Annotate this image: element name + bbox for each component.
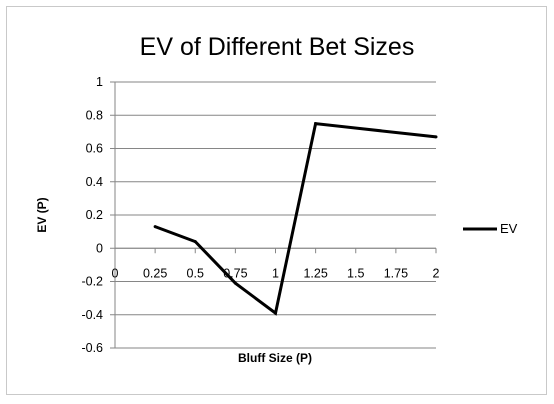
y-tick-label-0: 1 [96,75,103,89]
y-axis-title: EV (P) [35,197,49,232]
x-tick-label-4: 1 [272,266,279,280]
y-tick-label-6: -0.2 [81,275,103,289]
series-line-ev [154,121,437,316]
data-point-0-4 [314,122,318,126]
series-group [153,121,438,316]
y-tick-label-4: 0.2 [86,208,103,222]
x-tick-label-2: 0.5 [187,266,204,280]
data-point-0-2 [233,281,237,285]
chart-title: EV of Different Bet Sizes [140,33,415,61]
x-tick-label-8: 2 [433,266,440,280]
y-tick-label-1: 0.8 [86,108,103,122]
x-tick-label-1: 0.25 [143,266,167,280]
y-tick-label-5: 0 [96,241,103,255]
x-tick-label-6: 1.5 [347,266,364,280]
y-tick-label-2: 0.6 [86,142,103,156]
data-point-0-5 [434,135,438,139]
y-tick-label-8: -0.6 [81,341,103,355]
y-tick-label-3: 0.4 [86,175,103,189]
y-axis-ticks: 1 0.8 0.6 0.4 0.2 0 -0.2 -0.4 -0.6 [81,75,115,355]
x-tick-label-0: 0 [112,266,119,280]
data-point-0-3 [274,311,277,315]
legend-label-ev: EV [500,221,518,236]
x-tick-label-5: 1.25 [303,266,327,280]
legend: EV [463,221,518,236]
chart-frame [6,6,547,395]
y-tick-label-7: -0.4 [81,308,103,322]
x-axis-ticks: 0 0.25 0.5 0.75 1 1.25 1.5 1.75 2 [112,248,440,280]
data-point-0-0 [153,225,157,229]
data-point-0-1 [193,240,197,244]
x-tick-label-7: 1.75 [384,266,408,280]
x-axis-title: Bluff Size (P) [238,351,312,365]
